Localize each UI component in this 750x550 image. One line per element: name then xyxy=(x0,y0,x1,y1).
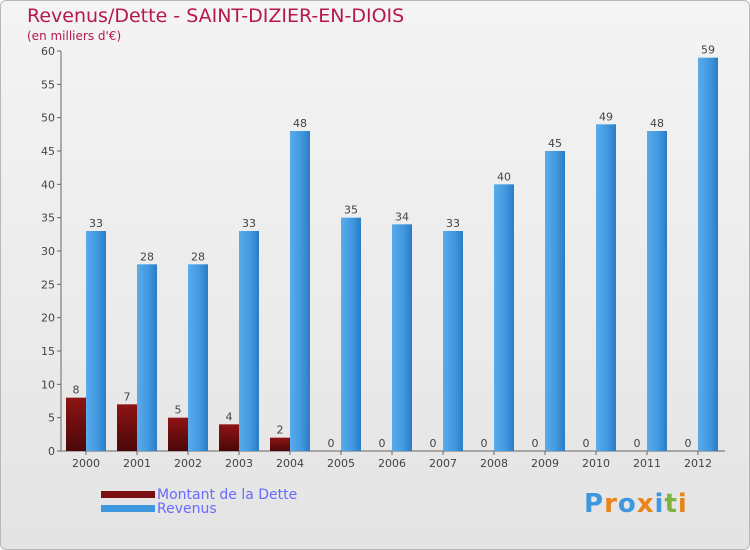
logo-letter: r xyxy=(604,489,618,519)
y-tick-label: 55 xyxy=(41,78,55,91)
y-tick-label: 35 xyxy=(41,212,55,225)
legend-swatch-debt xyxy=(101,490,155,498)
x-tick-label: 2000 xyxy=(72,457,100,470)
data-label-debt: 0 xyxy=(532,437,539,450)
data-label-revenus: 33 xyxy=(242,217,256,230)
chart-subtitle: (en milliers d'€) xyxy=(27,29,122,43)
x-tick-label: 2009 xyxy=(531,457,559,470)
data-label-revenus: 48 xyxy=(650,117,664,130)
bar-revenus xyxy=(494,184,514,452)
data-label-revenus: 35 xyxy=(344,204,358,217)
data-label-revenus: 28 xyxy=(140,250,154,263)
y-tick-label: 0 xyxy=(48,445,55,458)
x-tick-label: 2012 xyxy=(684,457,712,470)
bar-revenus xyxy=(341,217,361,451)
x-tick-label: 2002 xyxy=(174,457,202,470)
x-tick-label: 2007 xyxy=(429,457,457,470)
y-tick-label: 15 xyxy=(41,345,55,358)
data-label-debt: 0 xyxy=(430,437,437,450)
legend-label-revenus: Revenus xyxy=(157,501,217,517)
logo-letter: t xyxy=(664,489,678,519)
bar-revenus xyxy=(443,231,463,451)
data-label-revenus: 28 xyxy=(191,250,205,263)
x-tick-label: 2006 xyxy=(378,457,406,470)
legend-item-debt: Montant de la Dette xyxy=(101,487,297,503)
bar-revenus xyxy=(392,224,412,451)
logo-letter: o xyxy=(617,489,637,519)
data-label-debt: 0 xyxy=(685,437,692,450)
proxiti-logo: Proxiti xyxy=(584,489,688,519)
bar-revenus xyxy=(698,57,718,452)
bar-debt xyxy=(270,437,290,451)
bar-revenus xyxy=(239,231,259,451)
y-tick-label: 60 xyxy=(41,45,55,58)
bar-revenus xyxy=(545,151,565,451)
data-label-revenus: 59 xyxy=(701,44,715,57)
x-tick-label: 2003 xyxy=(225,457,253,470)
y-tick-label: 5 xyxy=(48,412,55,425)
logo-letter: P xyxy=(584,489,605,519)
bar-debt xyxy=(168,417,188,451)
x-tick-label: 2011 xyxy=(633,457,661,470)
data-label-debt: 4 xyxy=(226,410,233,423)
y-tick-label: 25 xyxy=(41,278,55,291)
bar-revenus xyxy=(137,264,157,451)
x-tick-label: 2010 xyxy=(582,457,610,470)
chart-title: Revenus/Dette - SAINT-DIZIER-EN-DIOIS xyxy=(27,5,405,27)
legend-label-debt: Montant de la Dette xyxy=(157,487,298,503)
data-labels: 8 33 7 28 5 28 4 33 2 48 0 35 0 34 0 33 0 40 0 45 0 49 0 48 0 59 xyxy=(73,44,716,450)
data-label-revenus: 34 xyxy=(395,210,409,223)
data-label-revenus: 40 xyxy=(497,170,511,183)
legend-swatch-revenus xyxy=(101,504,155,512)
data-label-revenus: 49 xyxy=(599,110,613,123)
x-tick-label: 2008 xyxy=(480,457,508,470)
x-tick-label: 2005 xyxy=(327,457,355,470)
y-tick-label: 50 xyxy=(41,112,55,125)
bar-debt xyxy=(66,397,86,451)
bar-debt xyxy=(117,404,137,451)
bar-revenus xyxy=(647,131,667,451)
data-label-revenus: 33 xyxy=(89,217,103,230)
y-tick-label: 45 xyxy=(41,145,55,158)
data-label-revenus: 45 xyxy=(548,137,562,150)
bars xyxy=(66,57,718,452)
y-tick-label: 10 xyxy=(41,378,55,391)
data-label-revenus: 48 xyxy=(293,117,307,130)
data-label-debt: 0 xyxy=(583,437,590,450)
x-tick-label: 2004 xyxy=(276,457,304,470)
x-tick-label: 2001 xyxy=(123,457,151,470)
logo-letter: i xyxy=(654,489,665,519)
y-tick-label: 40 xyxy=(41,178,55,191)
logo-letter: x xyxy=(636,489,655,519)
y-tick-label: 20 xyxy=(41,312,55,325)
logo-letter: i xyxy=(677,489,688,519)
bar-revenus xyxy=(188,264,208,451)
data-label-debt: 8 xyxy=(73,384,80,397)
y-tick-label: 30 xyxy=(41,245,55,258)
data-label-debt: 7 xyxy=(124,390,131,403)
data-label-debt: 5 xyxy=(175,404,182,417)
data-label-debt: 0 xyxy=(328,437,335,450)
data-label-debt: 2 xyxy=(277,424,284,437)
bar-revenus xyxy=(596,124,616,451)
bar-debt xyxy=(219,424,239,451)
data-label-debt: 0 xyxy=(379,437,386,450)
data-label-debt: 0 xyxy=(481,437,488,450)
bar-revenus xyxy=(290,131,310,451)
data-label-debt: 0 xyxy=(634,437,641,450)
legend-item-revenus: Revenus xyxy=(101,501,297,517)
bar-revenus xyxy=(86,231,106,451)
data-label-revenus: 33 xyxy=(446,217,460,230)
legend: Montant de la Dette Revenus xyxy=(101,487,297,517)
